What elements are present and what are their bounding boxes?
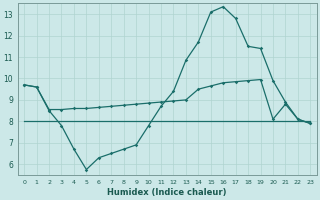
X-axis label: Humidex (Indice chaleur): Humidex (Indice chaleur) [108, 188, 227, 197]
